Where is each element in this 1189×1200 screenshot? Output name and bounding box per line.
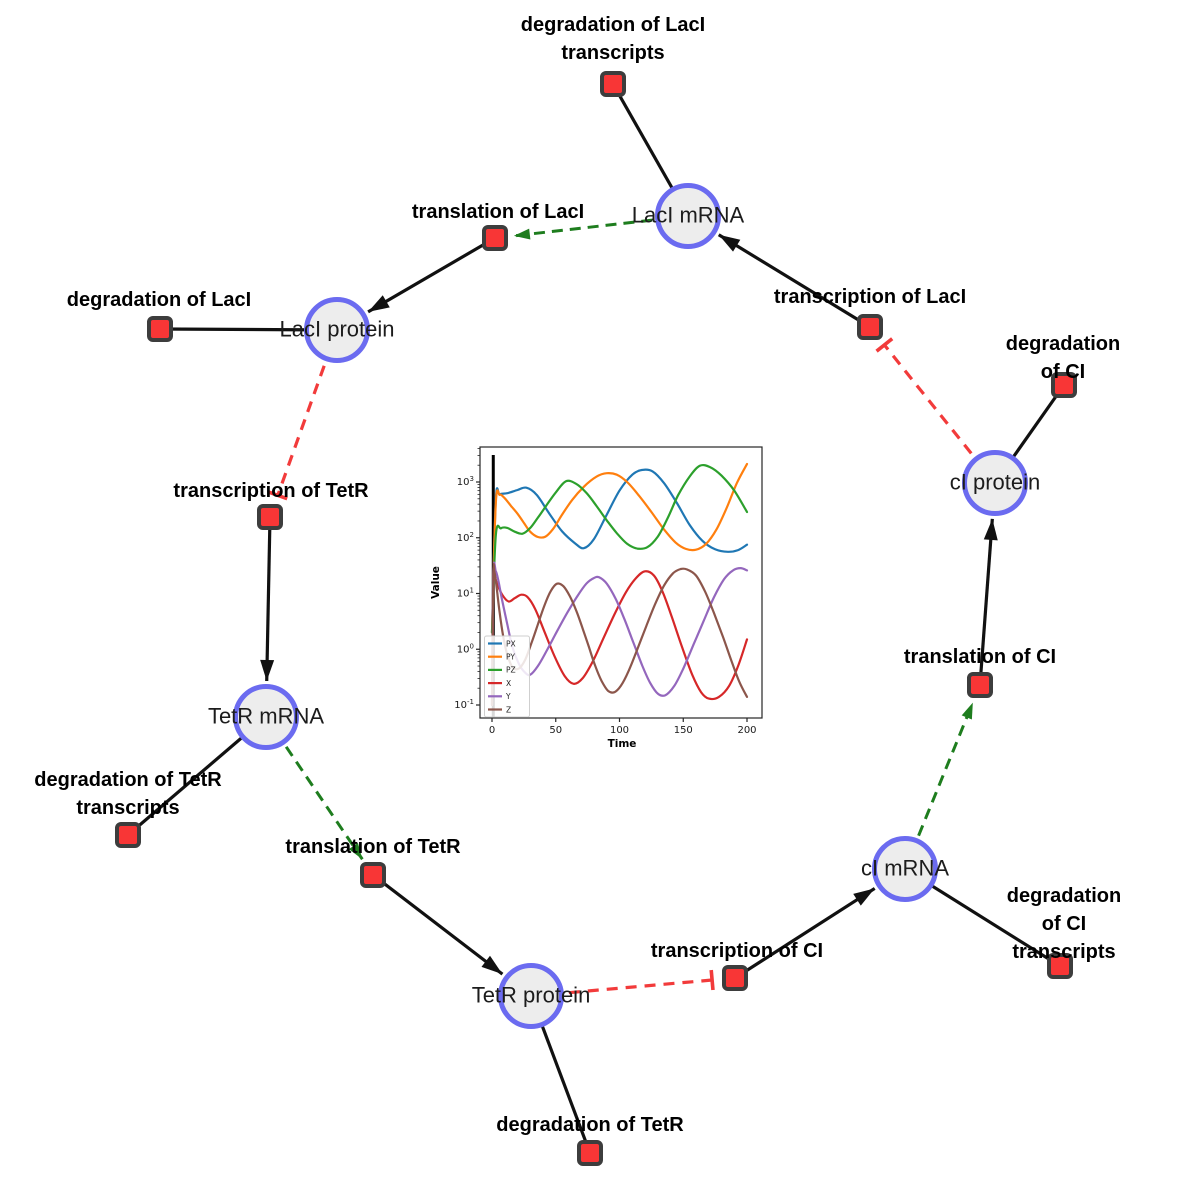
edge-product-tx_ci-ci_mrna-arrowhead-icon: [853, 888, 875, 906]
species-node-laci_mrna[interactable]: [655, 183, 721, 249]
edge-product-tx_tetr-tetr_mrna: [265, 516, 272, 682]
edge-product-transl_tetr-tetr_protein: [372, 873, 504, 976]
x-tick-label: 100: [610, 725, 629, 736]
reaction-node-deg_ci[interactable]: [1051, 372, 1077, 398]
reaction-node-transl_tetr[interactable]: [360, 862, 386, 888]
edge-product-transl_tetr-tetr_protein-arrowhead-icon: [481, 955, 503, 975]
edge-modifier-laci_mrna-transl_laci: [513, 214, 689, 238]
edge-inhibitor-ci_protein-tx_laci-tee-icon: [875, 337, 894, 353]
reaction-node-deg_laci_tx[interactable]: [600, 71, 626, 97]
reaction-node-tx_ci[interactable]: [722, 965, 748, 991]
legend-label-PY: PY: [506, 653, 515, 662]
x-tick-label: 50: [549, 725, 562, 736]
edge-product-tx_tetr-tetr_mrna-arrowhead-icon: [260, 659, 275, 682]
edge-modifier-laci_mrna-transl_laci-arrowhead-icon: [513, 228, 531, 240]
reaction-node-deg_ci_tx[interactable]: [1047, 953, 1073, 979]
y-tick-label: 103: [457, 475, 474, 488]
y-axis-label: Value: [430, 566, 442, 599]
species-node-ci_protein[interactable]: [962, 450, 1028, 516]
reaction-node-tx_laci[interactable]: [857, 314, 883, 340]
edge-inhibitor-tetr_protein-tx_ci-tee-icon: [709, 969, 715, 991]
edge-product-transl_ci-ci_protein-arrowhead-icon: [983, 518, 998, 541]
species-node-ci_mrna[interactable]: [872, 836, 938, 902]
legend-label-PZ: PZ: [506, 666, 516, 675]
x-tick-label: 200: [737, 725, 756, 736]
reaction-node-deg_tetr_tx[interactable]: [115, 822, 141, 848]
reaction-node-deg_laci[interactable]: [147, 316, 173, 342]
legend-label-Y: Y: [505, 692, 511, 701]
reaction-node-deg_tetr[interactable]: [577, 1140, 603, 1166]
species-node-laci_protein[interactable]: [304, 297, 370, 363]
y-tick-label: 102: [457, 531, 474, 544]
reaction-node-transl_laci[interactable]: [482, 225, 508, 251]
edge-product-tx_laci-laci_mrna-arrowhead-icon: [718, 234, 741, 252]
legend-label-PX: PX: [506, 639, 516, 648]
x-tick-label: 0: [489, 725, 495, 736]
edge-modifier-ci_mrna-transl_ci-arrowhead-icon: [961, 702, 973, 720]
series-line-PZ: [490, 463, 749, 634]
timeseries-plot: 10-1 100 101 102 103 0 50 100 150 200 Time Value PX P…: [428, 440, 774, 762]
edge-inhibitor-laci_protein-tx_tetr-tee-icon: [267, 490, 288, 501]
series-line-PY: [490, 462, 749, 634]
reaction-node-transl_ci[interactable]: [967, 672, 993, 698]
legend-label-X: X: [506, 679, 511, 688]
y-tick-label: 101: [457, 587, 474, 600]
edge-product-tx_laci-laci_mrna: [717, 233, 871, 329]
species-node-tetr_protein[interactable]: [498, 963, 564, 1029]
series-line-X: [490, 569, 749, 707]
reaction-node-tx_tetr[interactable]: [257, 504, 283, 530]
x-axis-label: Time: [608, 738, 637, 750]
edge-modifier-ci_mrna-transl_ci: [903, 702, 975, 870]
edge-modifier-tetr_mrna-transl_tetr-arrowhead-icon: [348, 842, 363, 860]
edge-product-tx_ci-ci_mrna: [734, 887, 876, 980]
y-tick-label: 10-1: [454, 698, 474, 711]
edge-product-transl_ci-ci_protein: [978, 518, 994, 686]
y-tick-label: 100: [457, 642, 474, 655]
series-line-Y: [490, 561, 749, 707]
species-node-tetr_mrna[interactable]: [233, 684, 299, 750]
edge-product-transl_laci-laci_protein: [367, 236, 496, 314]
x-tick-label: 150: [674, 725, 693, 736]
legend-label-Z: Z: [506, 705, 511, 714]
edge-product-transl_laci-laci_protein-arrowhead-icon: [368, 295, 390, 312]
